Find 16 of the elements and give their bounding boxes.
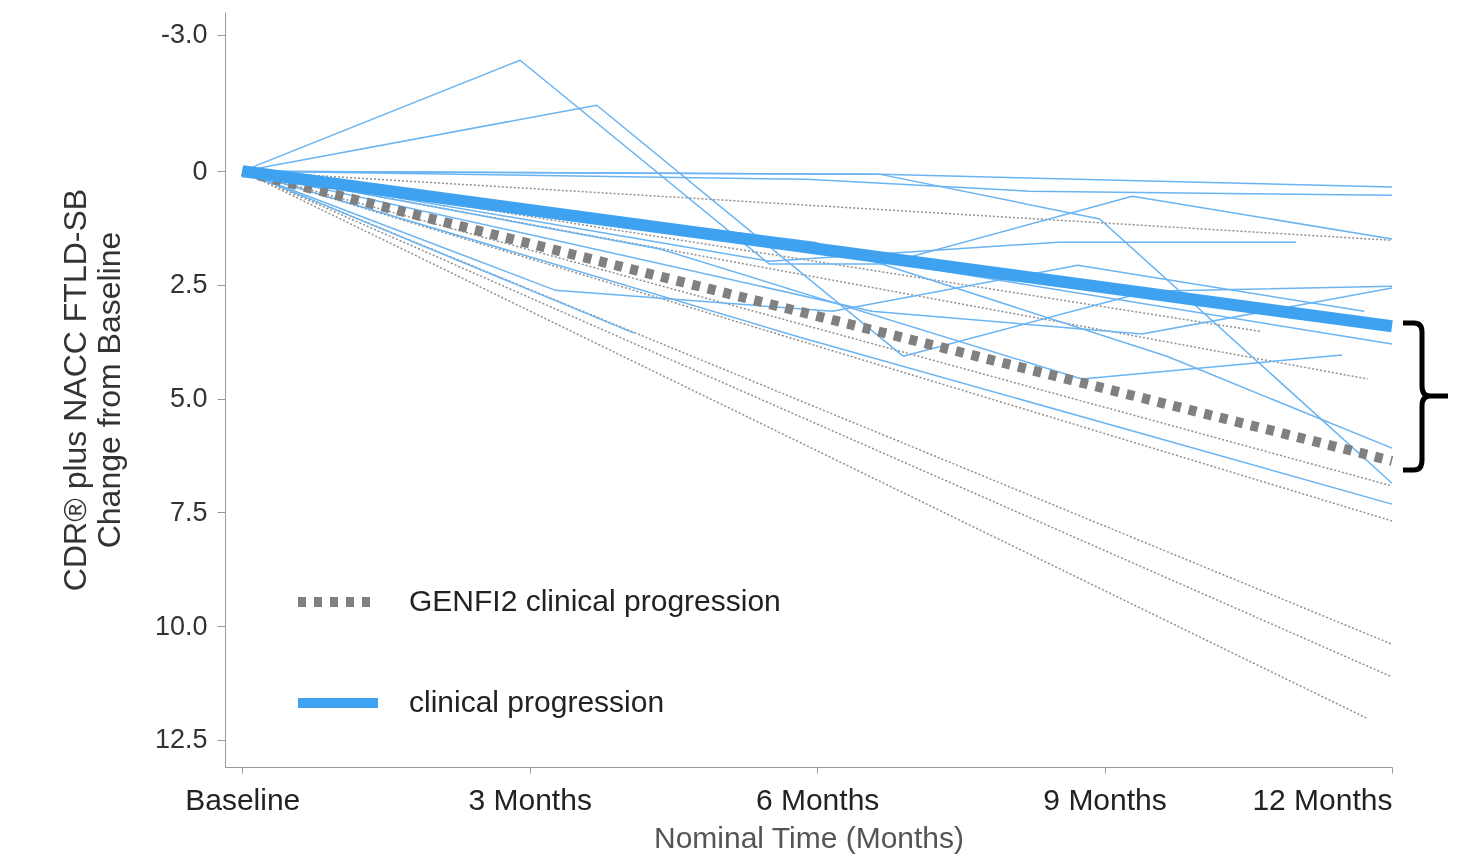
- y-tick-label: 7.5: [169, 496, 208, 527]
- x-tick-label: 6 Months: [755, 782, 880, 816]
- y-tick-label: -3.0: [160, 19, 208, 50]
- x-axis-title: Nominal Time (Months): [653, 820, 965, 854]
- y-tick-label: 10.0: [154, 610, 208, 641]
- y-tick-label: 2.5: [169, 269, 208, 300]
- legend-label: GENFI2 clinical progression: [409, 584, 781, 617]
- y-tick-label: 5.0: [169, 383, 208, 414]
- y-tick-label: 0: [192, 155, 208, 186]
- y-axis-title: CDR® plus NACC FTLD-SB Change from Baseline: [56, 188, 127, 592]
- x-tick-label: 3 Months: [468, 782, 592, 816]
- x-tick-label: 9 Months: [1043, 782, 1167, 816]
- legend-label: clinical progression: [409, 685, 665, 718]
- x-tick-label: Baseline: [185, 782, 301, 816]
- y-tick-label: 12.5: [154, 724, 208, 755]
- x-tick-label: 12 Months: [1252, 782, 1393, 816]
